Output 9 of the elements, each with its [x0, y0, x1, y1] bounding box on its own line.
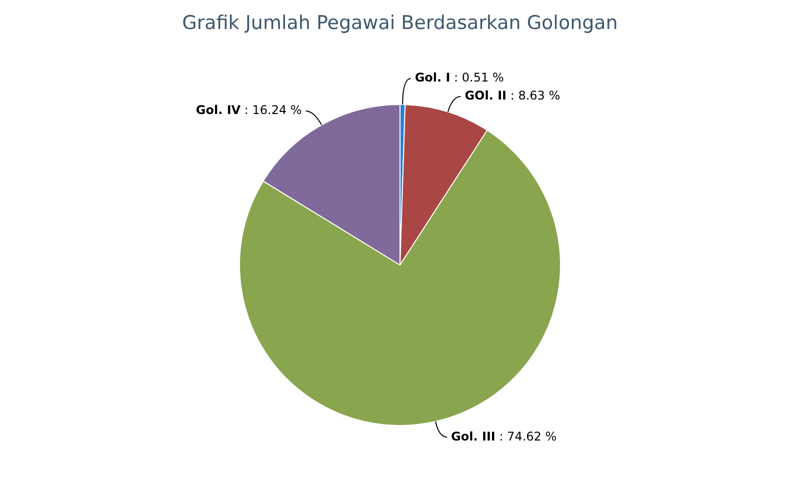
data-label: : 0.51 % [450, 70, 504, 85]
data-label: : 16.24 % [240, 103, 302, 118]
data-label: : 74.62 % [495, 429, 557, 444]
slice-label: Gol. IV [196, 103, 242, 118]
slice-label: GOl. II [464, 88, 507, 103]
slice-label: Gol. III [451, 429, 496, 444]
slice-label: Gol. I [414, 70, 450, 85]
chart-title: Grafik Jumlah Pegawai Berdasarkan Golongan [182, 12, 618, 34]
data-label: : 8.63 % [506, 88, 560, 103]
